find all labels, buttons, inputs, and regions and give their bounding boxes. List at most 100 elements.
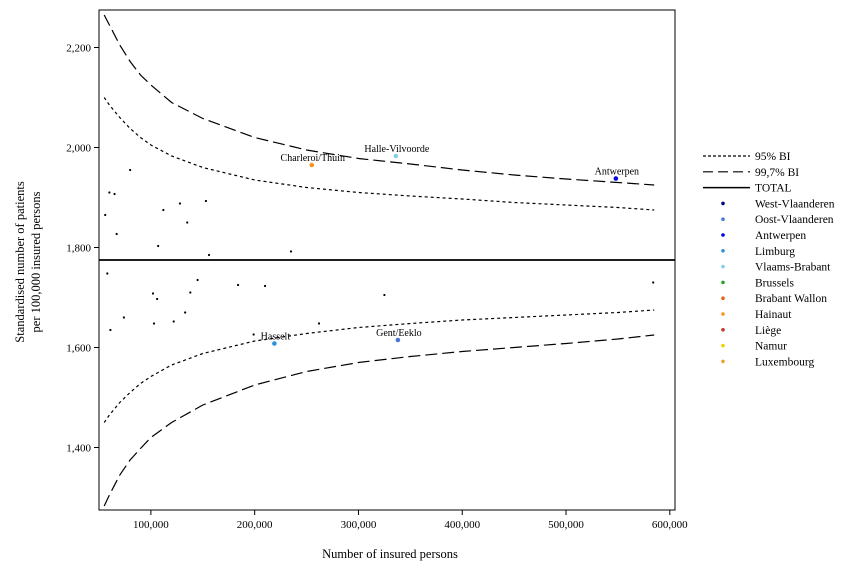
legend-item: Vlaams-Brabant [721,262,831,274]
legend-swatch-dot [721,233,725,237]
highlighted-data-point [395,337,401,343]
data-point [156,297,159,301]
legend-swatch-dot [721,359,725,364]
legend-swatch-dot [721,296,725,301]
data-point [122,316,126,319]
data-point [178,202,182,205]
y-axis-title-line-2: per 100,000 insured persons [29,191,43,332]
legend-item: TOTAL [703,183,792,195]
y-tick-label: 1,400 [66,443,91,455]
data-point [113,192,116,196]
point-label: Hasselt [261,332,291,343]
legend-item: Namur [721,341,787,353]
highlighted-data-point [393,153,399,159]
point-labels: Charleroi/Thuin Halle-Vilvoorde Antwerpen H… [261,144,639,343]
legend-swatch-dot [721,328,725,332]
data-point [109,328,112,332]
data-point [289,250,293,253]
confidence-bands [103,14,655,507]
data-point [189,291,192,294]
data-point [152,322,156,325]
highlighted-data-point [309,162,315,168]
data-point [252,333,255,336]
point-label: Gent/Eeklo [376,328,422,339]
legend-item: 95% BI [703,151,791,163]
x-tick-label: 600,000 [652,519,688,531]
legend-label: Vlaams-Brabant [755,262,831,274]
legend-item: Hainaut [721,309,792,321]
highlighted-data-point [272,341,277,346]
data-point [106,272,109,275]
highlighted-data-point [613,176,619,181]
data-point [186,221,189,224]
legend-item: Limburg [721,246,795,258]
point-label: Antwerpen [595,167,639,178]
x-tick-label: 100,000 [133,519,169,531]
legend-swatch-dot [721,343,725,348]
point-label: Halle-Vilvoorde [364,144,429,155]
legend-swatch-dot [721,312,725,316]
legend-item: Liège [721,325,781,337]
point-label: Charleroi/Thuin [281,153,345,164]
data-point [157,244,160,248]
legend-item: 99,7% BI [703,167,799,179]
data-point [108,191,111,194]
y-axis-title-line-1: Standardised number of patients [13,181,27,343]
data-point [184,311,187,314]
x-tick-label: 400,000 [444,519,480,531]
legend-label: 99,7% BI [755,167,799,179]
legend-label: Oost-Vlaanderen [755,214,834,226]
legend-item: Luxembourg [721,356,814,368]
legend-swatch-dot [721,249,725,253]
legend-swatch-dot [721,217,725,221]
data-point [196,278,199,282]
data-point [236,283,240,287]
y-tick-label: 1,600 [66,343,91,355]
legend-item: West-Vlaanderen [721,198,835,210]
band-95-lower-line [103,309,655,423]
legend-swatch-dot [721,201,725,206]
x-tick-label: 300,000 [341,519,377,531]
band-997-upper-line [103,14,655,186]
legend-label: 95% BI [755,151,791,163]
data-point [162,208,165,212]
legend-label: Luxembourg [755,356,814,368]
data-point [151,292,155,295]
band-997-lower-line [103,334,655,507]
legend-item: Brussels [721,277,795,289]
data-point [115,232,118,236]
y-axis-ticks: 1,400 1,600 1,800 2,000 2,200 [66,43,99,455]
y-tick-label: 2,200 [66,43,91,55]
data-point [383,293,386,297]
legend-swatch-dot [721,264,725,269]
data-point [207,253,211,257]
legend-item: Antwerpen [721,230,806,242]
data-point [129,168,132,172]
x-axis-title: Number of insured persons [322,547,458,561]
legend-label: Limburg [755,246,795,258]
data-point [204,199,207,203]
legend-label: TOTAL [755,183,792,195]
legend-label: Hainaut [755,309,792,321]
y-tick-label: 2,000 [66,143,91,155]
legend-label: Brussels [755,277,795,289]
legend-label: West-Vlaanderen [755,198,835,210]
data-point [317,322,321,325]
legend-label: Namur [755,341,787,353]
data-point [104,213,107,217]
data-point [263,284,267,288]
y-tick-label: 1,800 [66,243,91,255]
x-tick-label: 200,000 [237,519,273,531]
legend-swatch-dot [721,280,725,285]
legend-label: Antwerpen [755,230,806,242]
legend-label: Brabant Wallon [755,293,827,305]
legend-item: Brabant Wallon [721,293,827,305]
x-tick-label: 500,000 [548,519,584,531]
data-points [104,153,655,346]
legend-label: Liège [755,325,781,337]
data-point [172,320,175,323]
legend: 95% BI 99,7% BI TOTAL West-Vlaanderen Oost-V… [703,151,835,368]
x-axis-ticks: 100,000 200,000 300,000 400,000 500,000 600,0… [133,510,688,531]
data-point [652,281,655,284]
